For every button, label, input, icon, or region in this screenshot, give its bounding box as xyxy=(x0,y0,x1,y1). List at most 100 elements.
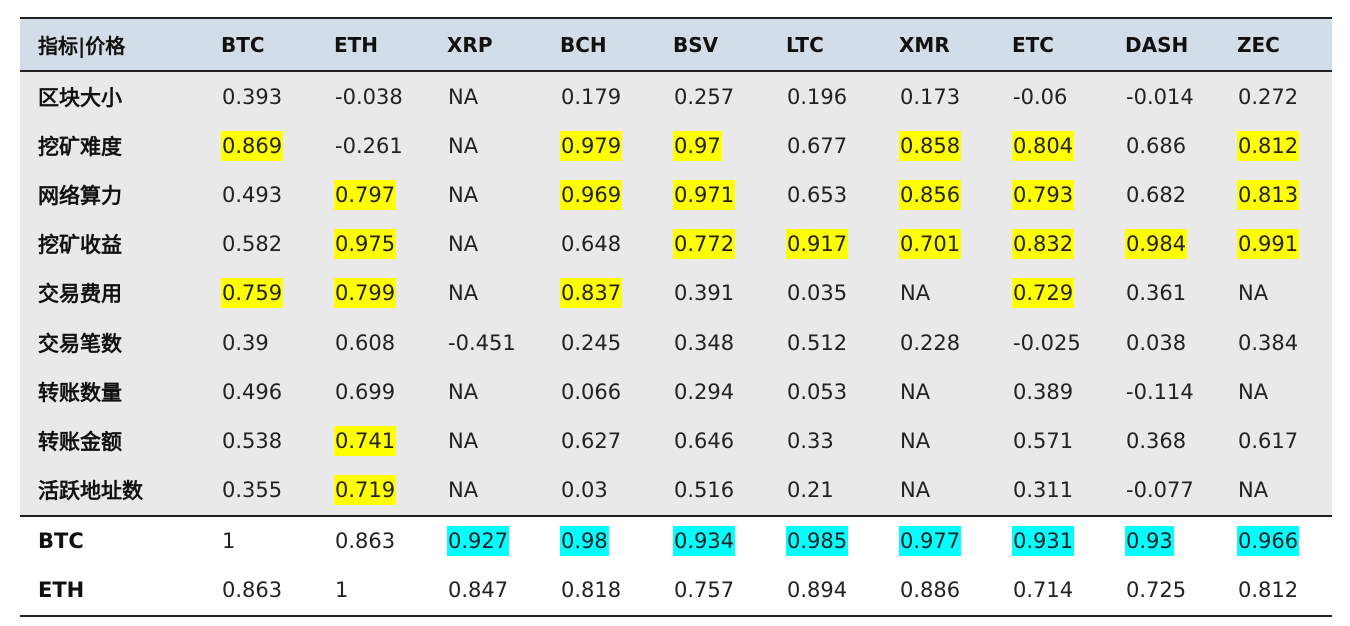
cell-value: 0.361 xyxy=(1126,281,1187,306)
header-cell-dash: DASH xyxy=(1107,17,1219,72)
table-cell: NA xyxy=(881,367,994,416)
cell-value: 0.617 xyxy=(1238,428,1299,453)
cell-value: 0.066 xyxy=(561,379,622,404)
highlighted-value: 0.856 xyxy=(899,179,962,210)
table-cell: 0.979 xyxy=(542,121,655,170)
table-cell: 0.496 xyxy=(203,367,316,416)
highlighted-value: 0.772 xyxy=(673,229,736,260)
table-cell: NA xyxy=(429,416,542,465)
table-row: 网络算力 0.493 0.797 NA 0.969 0.971 0.653 0.856 0.79… xyxy=(20,170,1332,220)
correlation-table: 指标|价格 BTC ETH XRP BCH BSV LTC XMR ETC DASH ZEC 区块大… xyxy=(20,17,1332,618)
table-cell: 0.361 xyxy=(1107,269,1219,318)
table-cell: 1 xyxy=(203,514,316,566)
cell-value: 0.863 xyxy=(335,529,396,554)
table-cell: 0.493 xyxy=(203,170,316,219)
table-cell: 0.97 xyxy=(655,121,768,170)
cell-value: 0.571 xyxy=(1013,428,1074,453)
cell-value: 0.496 xyxy=(222,379,283,404)
cell-value: -0.06 xyxy=(1013,84,1068,109)
table-cell: NA xyxy=(881,416,994,465)
table-cell: 0.969 xyxy=(542,170,655,219)
cell-value: 0.818 xyxy=(561,578,622,603)
highlighted-value: 0.799 xyxy=(334,278,397,309)
highlighted-value: 0.837 xyxy=(560,278,623,309)
cell-value: NA xyxy=(448,182,479,207)
table-cell: 0.066 xyxy=(542,367,655,416)
cell-value: 0.648 xyxy=(561,232,622,257)
metric-row-label: 转账数量 xyxy=(38,380,122,405)
table-cell: 0.348 xyxy=(655,318,768,367)
table-row: 交易笔数 0.39 0.608 -0.451 0.245 0.348 0.512 0.228 -… xyxy=(20,317,1332,368)
cell-value: 0.682 xyxy=(1126,182,1187,207)
cell-value: 0.699 xyxy=(335,379,396,404)
table-cell: 0.991 xyxy=(1219,220,1332,269)
cell-value: 0.812 xyxy=(1238,578,1299,603)
table-cell: 0.93 xyxy=(1107,514,1219,566)
table-cell: 0.812 xyxy=(1219,121,1332,170)
cell-value: 0.173 xyxy=(900,84,961,109)
cell-value: -0.038 xyxy=(335,84,403,109)
cell-value: 0.886 xyxy=(900,578,961,603)
table-cell: 0.759 xyxy=(203,269,316,318)
cell-value: -0.025 xyxy=(1013,330,1081,355)
table-cell: 0.931 xyxy=(994,514,1107,566)
header-cell-eth: ETH xyxy=(316,17,429,72)
table-cell: 0.627 xyxy=(542,416,655,465)
cell-value: NA xyxy=(448,428,479,453)
table-cell: 0.729 xyxy=(994,269,1107,318)
cell-value: 0.245 xyxy=(561,330,622,355)
header-cell-indicator: 指标|价格 xyxy=(20,17,203,72)
cell-value: 0.538 xyxy=(222,428,283,453)
header-cell-xmr: XMR xyxy=(881,17,994,72)
table-cell: 0.772 xyxy=(655,220,768,269)
cell-value: 0.33 xyxy=(787,428,834,453)
metric-row-label: 挖矿收益 xyxy=(38,233,122,258)
cell-value: 0.686 xyxy=(1126,133,1187,158)
highlighted-value: 0.969 xyxy=(560,179,623,210)
table-cell: 0.837 xyxy=(542,269,655,318)
highlighted-value: 0.97 xyxy=(673,130,722,161)
table-row: BTC 1 0.863 0.927 0.98 0.934 0.985 0.977 0.931 0.… xyxy=(20,514,1332,566)
table-cell: 0.757 xyxy=(655,565,768,618)
highlighted-value: 0.804 xyxy=(1012,130,1075,161)
table-cell: 0.886 xyxy=(881,565,994,618)
table-cell: 0.927 xyxy=(429,514,542,566)
price-row-label: BTC xyxy=(20,514,203,566)
table-cell: -0.114 xyxy=(1107,367,1219,416)
cell-value: 0.714 xyxy=(1013,578,1074,603)
cell-value: 0.847 xyxy=(448,578,509,603)
table-cell: 0.714 xyxy=(994,565,1107,618)
table-cell: 0.512 xyxy=(768,318,881,367)
table-cell: NA xyxy=(429,170,542,219)
table-cell: -0.06 xyxy=(994,71,1107,121)
cell-value: NA xyxy=(448,281,479,306)
table-cell: 0.257 xyxy=(655,71,768,121)
table-cell: 0.699 xyxy=(316,367,429,416)
table-cell: -0.038 xyxy=(316,71,429,121)
table-cell: 0.173 xyxy=(881,71,994,121)
table-cell: 0.179 xyxy=(542,71,655,121)
cell-value: 0.627 xyxy=(561,428,622,453)
header-cell-etc: ETC xyxy=(994,17,1107,72)
cell-value: 0.582 xyxy=(222,232,283,257)
table-cell: 0.858 xyxy=(881,121,994,170)
highlighted-value: 0.719 xyxy=(334,475,397,506)
cell-value: 0.677 xyxy=(787,133,848,158)
table-cell: 0.847 xyxy=(429,565,542,618)
table-cell: NA xyxy=(1219,269,1332,318)
cell-value: NA xyxy=(1238,379,1269,404)
cell-value: 0.39 xyxy=(222,330,269,355)
highlighted-value: 0.793 xyxy=(1012,179,1075,210)
table-cell: NA xyxy=(429,71,542,121)
table-row: 转账金额 0.538 0.741 NA 0.627 0.646 0.33 NA 0.571 0.3… xyxy=(20,416,1332,466)
table-row: 交易费用 0.759 0.799 NA 0.837 0.391 0.035 NA 0.729 0.… xyxy=(20,268,1332,318)
highlighted-value: 0.977 xyxy=(899,526,962,557)
table-row: 活跃地址数 0.355 0.719 NA 0.03 0.516 0.21 NA 0.311 -0.… xyxy=(20,465,1332,516)
table-cell: 0.686 xyxy=(1107,121,1219,170)
cell-value: 0.393 xyxy=(222,84,283,109)
table-cell: 0.719 xyxy=(316,466,429,516)
table-cell: 0.799 xyxy=(316,269,429,318)
table-cell: -0.077 xyxy=(1107,466,1219,516)
table-cell: 0.393 xyxy=(203,71,316,121)
table-cell: 0.984 xyxy=(1107,220,1219,269)
